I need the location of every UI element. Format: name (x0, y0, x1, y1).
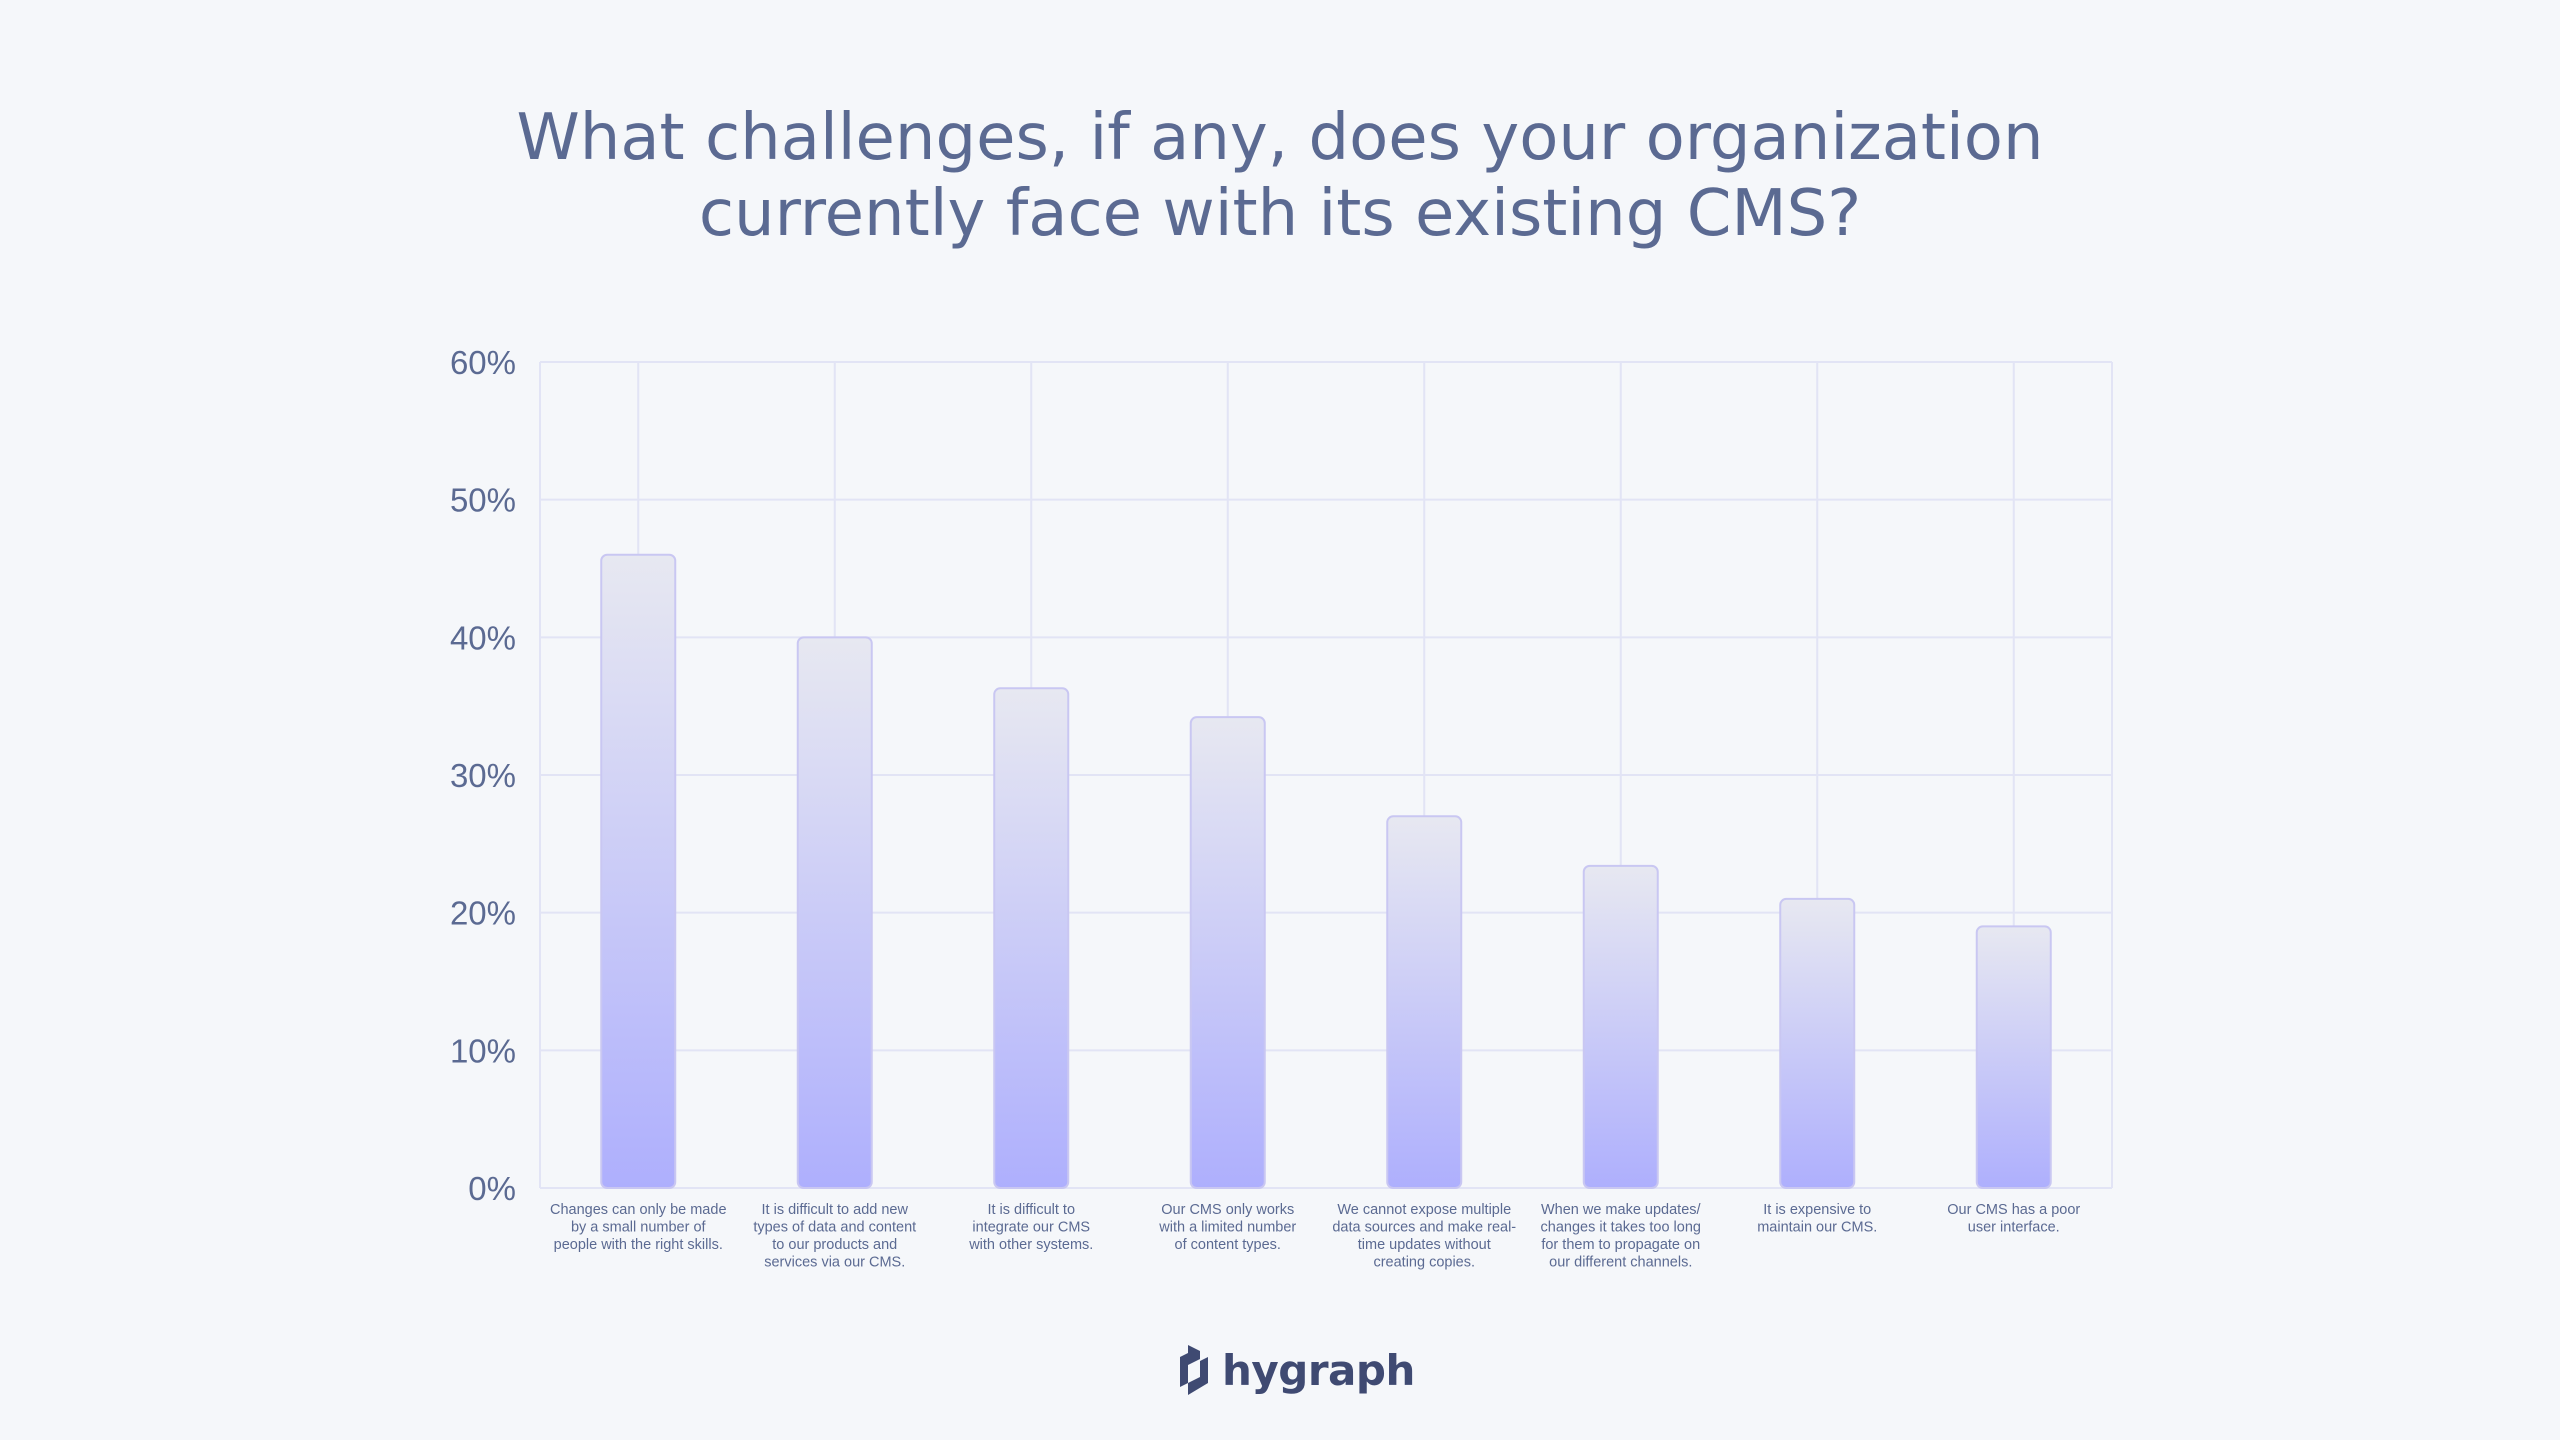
y-tick-label: 30% (450, 757, 516, 794)
x-category-label: It is difficult to integrate our CMS with … (968, 1202, 1093, 1253)
y-tick-label: 40% (450, 619, 516, 656)
x-category-label: We cannot expose multiple data sources an… (1332, 1202, 1516, 1271)
hygraph-logo-icon (1180, 1345, 1208, 1395)
x-category-label: It is difficult to add new types of data … (753, 1202, 916, 1271)
x-category-label: Changes can only be made by a small numbe… (550, 1202, 727, 1253)
hygraph-logo: hygraph (1178, 1340, 1415, 1400)
y-axis: 0% 10% 20% 30% 40% 50% 60% (450, 344, 516, 1207)
x-axis-labels: Changes can only be made by a small numbe… (550, 1202, 2080, 1271)
y-tick-label: 20% (450, 895, 516, 932)
y-tick-label: 60% (450, 344, 516, 381)
x-category-label: When we make updates/changes it takes to… (1541, 1202, 1702, 1271)
chart-title-line-2: currently face with its existing CMS? (698, 177, 1862, 251)
y-tick-label: 50% (450, 482, 516, 519)
chart-title: What challenges, if any, does your organ… (0, 100, 2560, 252)
brand-name: hygraph (1222, 1345, 1415, 1395)
bar (1779, 897, 1856, 1190)
bar-series (600, 553, 2052, 1190)
chart-title-line-1: What challenges, if any, does your organ… (516, 101, 2044, 175)
x-category-label: It is expensive to maintain our CMS. (1757, 1202, 1877, 1236)
bar (600, 553, 677, 1189)
x-category-label: Our CMS has a poor user interface. (1947, 1202, 2080, 1236)
x-category-label: Our CMS only works with a limited number o… (1158, 1202, 1296, 1253)
bar (1189, 716, 1266, 1189)
chart-grid (539, 361, 2113, 1189)
bar (796, 636, 873, 1189)
bar (1386, 815, 1463, 1189)
bar (993, 687, 1070, 1190)
y-tick-label: 0% (468, 1170, 516, 1207)
y-tick-label: 10% (450, 1032, 516, 1069)
bar (1975, 925, 2052, 1190)
bar (1582, 864, 1659, 1189)
